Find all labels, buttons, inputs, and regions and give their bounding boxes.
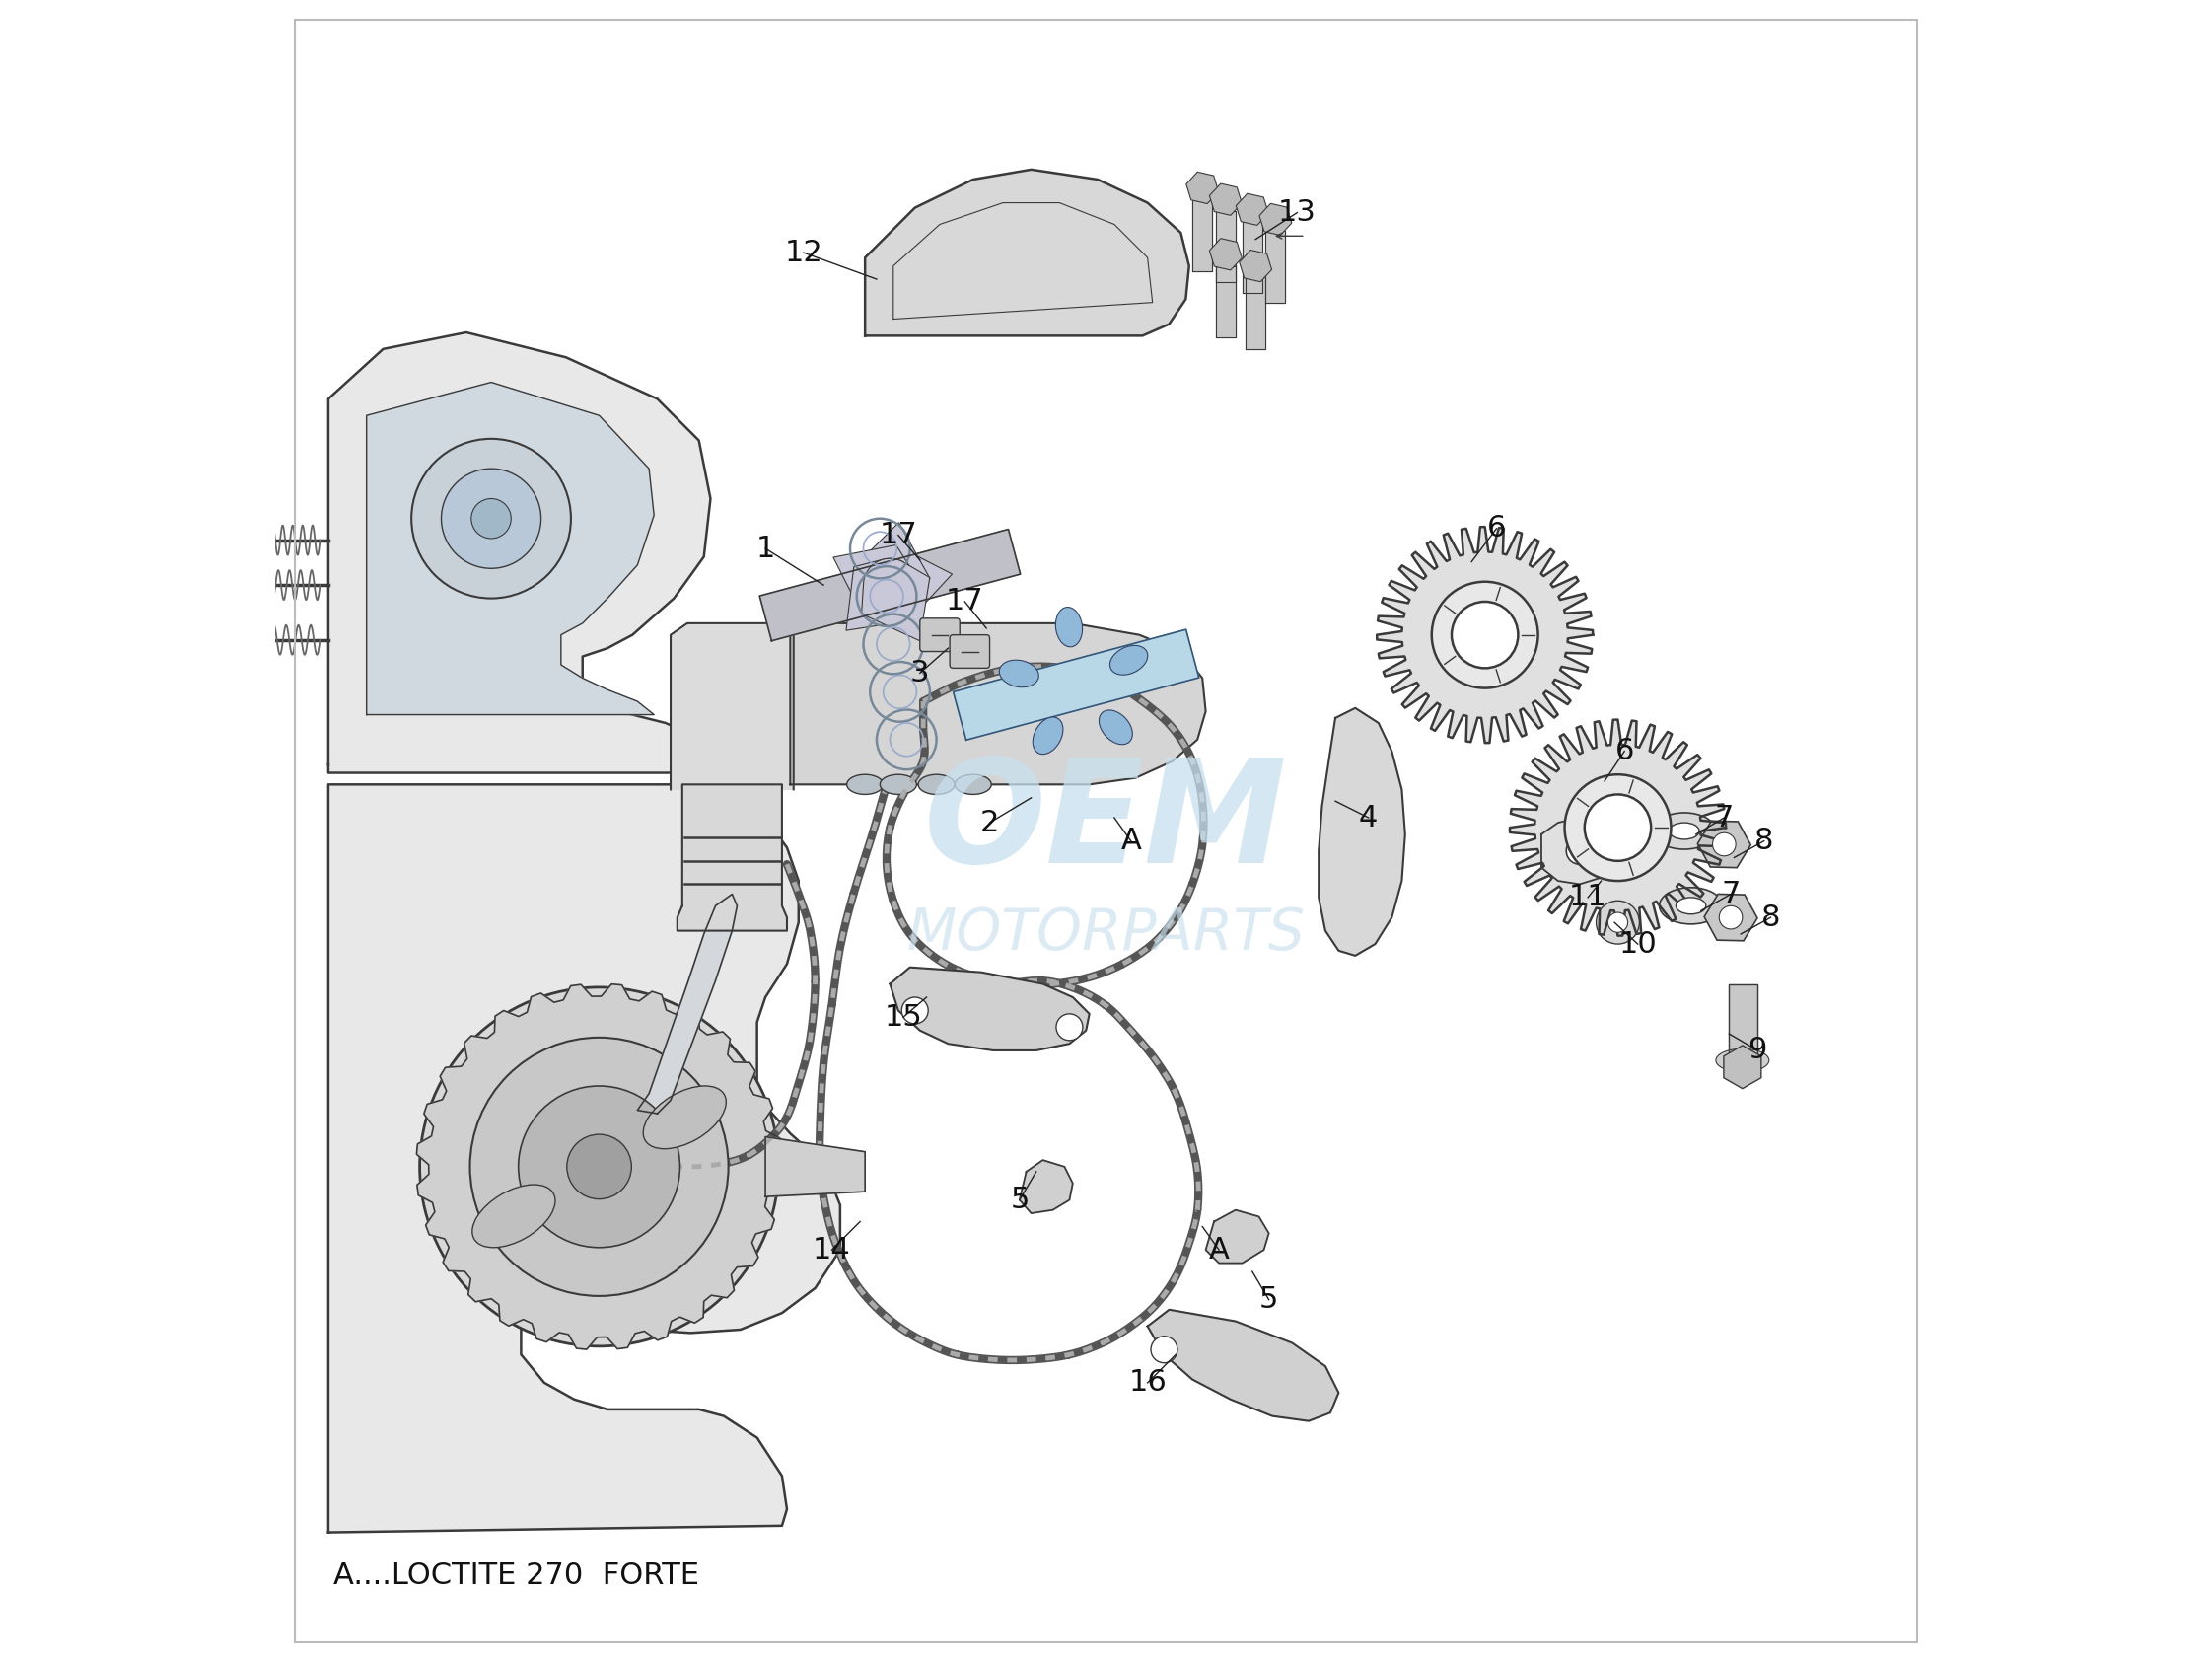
Circle shape [1055,1014,1082,1040]
Polygon shape [1206,1210,1270,1263]
Polygon shape [1148,1310,1338,1421]
Ellipse shape [1659,888,1723,924]
Ellipse shape [956,774,991,794]
Circle shape [1712,833,1736,856]
FancyBboxPatch shape [949,635,989,668]
Polygon shape [790,623,1206,784]
Polygon shape [1265,231,1285,302]
Text: OEM: OEM [925,753,1287,892]
Circle shape [411,439,571,598]
Polygon shape [1376,527,1593,743]
Polygon shape [327,784,841,1532]
Ellipse shape [1677,897,1705,914]
Polygon shape [1542,818,1613,884]
Text: 5: 5 [1011,1185,1029,1215]
Circle shape [471,499,511,538]
Text: 6: 6 [1486,514,1506,543]
Polygon shape [327,332,710,773]
Text: 5: 5 [1259,1285,1279,1315]
Text: 11: 11 [1568,883,1606,912]
Text: 12: 12 [785,238,823,268]
Text: MOTORPARTS: MOTORPARTS [907,906,1305,962]
Polygon shape [860,558,929,642]
Ellipse shape [1110,645,1148,675]
Ellipse shape [918,774,956,794]
Text: 3: 3 [911,658,929,688]
Polygon shape [1217,266,1237,337]
Ellipse shape [1000,660,1040,688]
Text: 7: 7 [1721,879,1741,909]
Circle shape [1564,774,1670,881]
Polygon shape [854,522,929,612]
Polygon shape [367,382,655,715]
Circle shape [420,987,779,1346]
Polygon shape [1730,984,1756,1060]
Polygon shape [1217,211,1237,283]
Polygon shape [953,630,1199,740]
Text: 16: 16 [1128,1368,1166,1398]
Text: 13: 13 [1279,198,1316,228]
Ellipse shape [1099,710,1133,745]
Ellipse shape [880,774,916,794]
Circle shape [1431,582,1537,688]
Polygon shape [677,784,787,931]
Polygon shape [637,894,737,1114]
Circle shape [442,469,542,568]
Ellipse shape [1717,1049,1770,1072]
Text: 10: 10 [1619,929,1657,959]
Polygon shape [1511,720,1725,936]
Polygon shape [759,529,1020,642]
Polygon shape [416,984,781,1350]
Text: 17: 17 [878,520,918,550]
Ellipse shape [847,774,883,794]
Circle shape [1451,602,1517,668]
Circle shape [217,573,241,597]
Text: 17: 17 [947,587,984,617]
Text: A....LOCTITE 270  FORTE: A....LOCTITE 270 FORTE [334,1561,699,1591]
Text: A: A [1121,826,1141,856]
Text: 8: 8 [1754,826,1774,856]
Polygon shape [765,1137,865,1197]
Text: 2: 2 [980,808,1000,838]
Circle shape [226,529,248,552]
Text: A: A [1208,1235,1230,1265]
Text: 1: 1 [757,534,774,563]
Circle shape [1584,794,1650,861]
Ellipse shape [1670,823,1699,839]
Circle shape [1566,838,1593,864]
FancyBboxPatch shape [920,618,960,652]
Circle shape [902,997,929,1024]
Text: 9: 9 [1747,1035,1767,1065]
Circle shape [208,628,232,652]
Text: 14: 14 [812,1235,852,1265]
Polygon shape [670,623,794,789]
Polygon shape [847,558,916,630]
Circle shape [566,1135,630,1198]
Circle shape [1608,912,1628,932]
Polygon shape [863,545,951,622]
Polygon shape [1020,1160,1073,1213]
Ellipse shape [1652,813,1717,849]
Polygon shape [1245,278,1265,349]
Circle shape [1597,901,1639,944]
Polygon shape [865,170,1190,336]
Polygon shape [834,545,916,615]
Ellipse shape [644,1085,726,1148]
Polygon shape [889,967,1088,1050]
Polygon shape [1243,221,1263,293]
Text: 6: 6 [1615,736,1635,766]
Ellipse shape [1055,607,1082,647]
Circle shape [1719,906,1743,929]
Text: 8: 8 [1761,902,1781,932]
Circle shape [1150,1336,1177,1363]
Circle shape [469,1037,728,1296]
Text: 15: 15 [885,1002,922,1032]
Polygon shape [1318,708,1405,956]
Circle shape [518,1085,679,1248]
Polygon shape [1192,199,1212,271]
Ellipse shape [471,1185,555,1248]
Text: 7: 7 [1714,803,1734,833]
Text: 4: 4 [1358,803,1378,833]
Ellipse shape [1033,716,1064,755]
